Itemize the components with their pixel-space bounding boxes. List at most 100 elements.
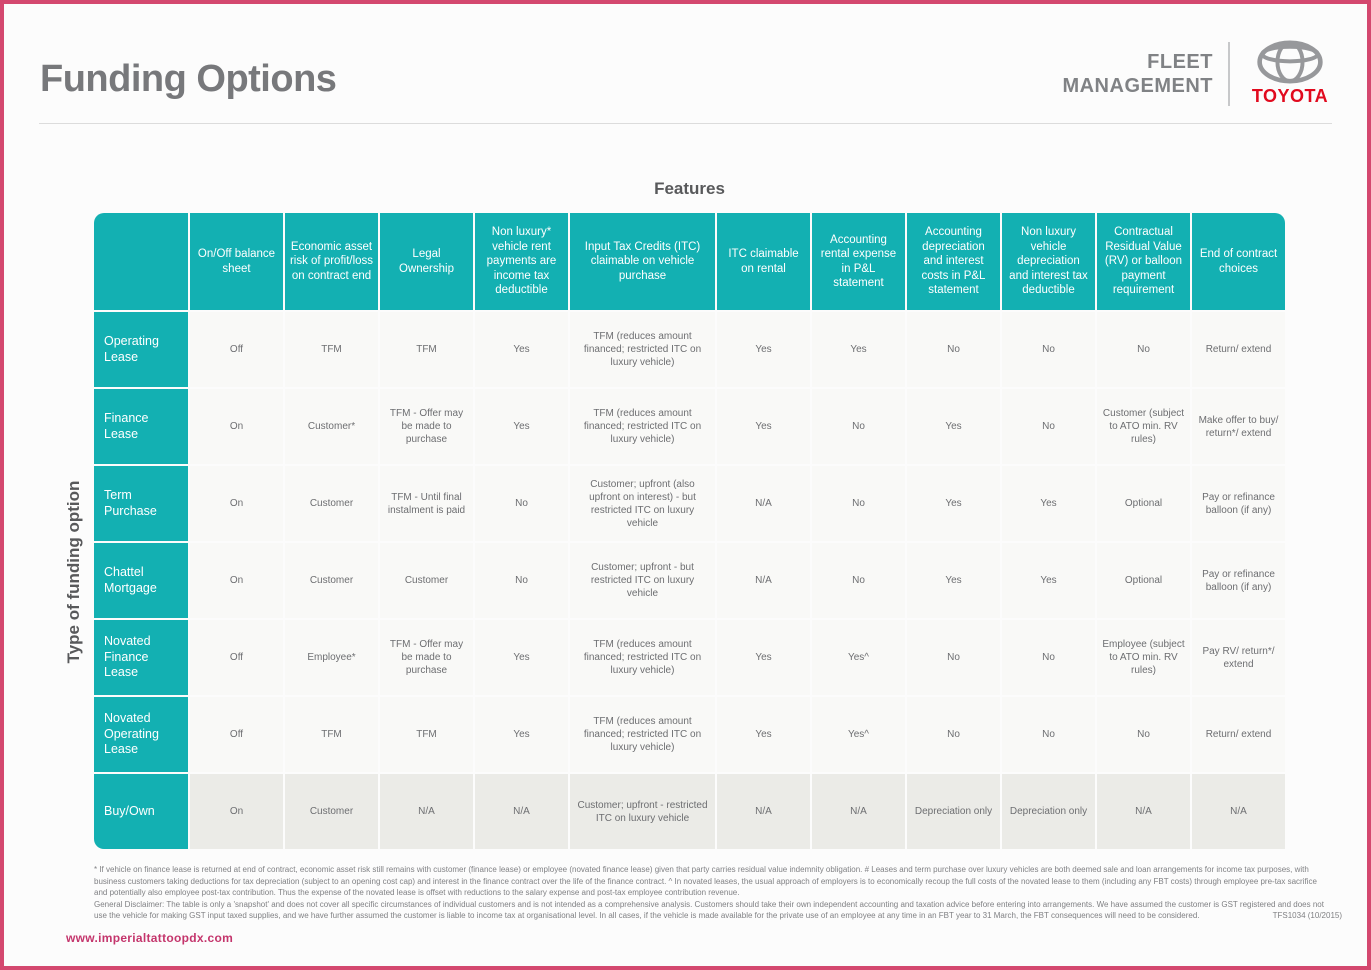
table-cell: No	[812, 389, 905, 464]
page-title: Funding Options	[40, 58, 337, 100]
table-cell: Employee*	[285, 620, 378, 695]
table-cell: On	[190, 466, 283, 541]
table-cell: N/A	[1097, 774, 1190, 849]
table-cell: Optional	[1097, 543, 1190, 618]
fleet-label: FLEET	[1147, 50, 1213, 73]
row-label: Operating Lease	[94, 312, 188, 387]
table-cell: Yes	[907, 389, 1000, 464]
table-cell: No	[812, 466, 905, 541]
table-corner-cell	[94, 213, 188, 310]
table-cell: Yes^	[812, 697, 905, 772]
footer-line: business customers taking deductions for…	[94, 876, 1317, 886]
table-cell: TFM (reduces amount financed; restricted…	[570, 697, 715, 772]
table-cell: TFM (reduces amount financed; restricted…	[570, 620, 715, 695]
footnotes: * If vehicle on finance lease is returne…	[94, 864, 1344, 922]
footer-line: * If vehicle on finance lease is returne…	[94, 865, 1309, 874]
table-cell: Return/ extend	[1192, 697, 1285, 772]
table-cell: N/A	[812, 774, 905, 849]
column-header-0: On/Off balance sheet	[190, 213, 283, 310]
table-cell: No	[1002, 697, 1095, 772]
table-cell: Off	[190, 312, 283, 387]
table-cell: Customer (subject to ATO min. RV rules)	[1097, 389, 1190, 464]
column-header-1: Economic asset risk of profit/loss on co…	[285, 213, 378, 310]
table-cell: Return/ extend	[1192, 312, 1285, 387]
toyota-wordmark: TOYOTA	[1251, 86, 1329, 106]
table-cell: No	[812, 543, 905, 618]
funding-table-body: On/Off balance sheet Economic asset risk …	[94, 213, 1285, 849]
table-cell: N/A	[717, 774, 810, 849]
row-label: Buy/Own	[94, 774, 188, 849]
table-cell: Yes^	[812, 620, 905, 695]
footer-line: use the vehicle for making GST input tax…	[94, 911, 1200, 920]
table-cell: TFM - Until final instalment is paid	[380, 466, 473, 541]
column-header-5: ITC claimable on rental	[717, 213, 810, 310]
header-row: On/Off balance sheet Economic asset risk …	[94, 213, 1285, 310]
table-cell: Customer; upfront - restricted ITC on lu…	[570, 774, 715, 849]
table-cell: N/A	[1192, 774, 1285, 849]
row-label: Term Purchase	[94, 466, 188, 541]
table-cell: Employee (subject to ATO min. RV rules)	[1097, 620, 1190, 695]
toyota-logo: TOYOTA	[1245, 40, 1335, 107]
table-cell: Yes	[475, 389, 568, 464]
footer-line: General Disclaimer: The table is only a …	[94, 899, 1324, 909]
row-label: Chattel Mortgage	[94, 543, 188, 618]
table-cell: Optional	[1097, 466, 1190, 541]
table-cell: TFM (reduces amount financed; restricted…	[570, 389, 715, 464]
table-row: Chattel Mortgage On Customer Customer No Cust…	[94, 543, 1285, 618]
column-header-4: Input Tax Credits (ITC) claimable on veh…	[570, 213, 715, 310]
table-row: Buy/Own On Customer N/A N/A Customer; upfront…	[94, 774, 1285, 849]
table-cell: Customer; upfront (also upfront on inter…	[570, 466, 715, 541]
column-header-2: Legal Ownership	[380, 213, 473, 310]
table-cell: TFM	[285, 312, 378, 387]
table-cell: TFM	[285, 697, 378, 772]
header-divider	[39, 123, 1332, 124]
brand-divider	[1228, 41, 1230, 106]
column-header-7: Accounting depreciation and interest cos…	[907, 213, 1000, 310]
table-cell: Yes	[475, 697, 568, 772]
funding-table: On/Off balance sheet Economic asset risk …	[92, 211, 1287, 851]
column-header-10: End of contract choices	[1192, 213, 1285, 310]
table-cell: Customer	[285, 774, 378, 849]
table-cell: TFM - Offer may be made to purchase	[380, 620, 473, 695]
toyota-emblem-icon	[1257, 40, 1323, 84]
table-row: Term Purchase On Customer TFM - Until final…	[94, 466, 1285, 541]
watermark-url[interactable]: www.imperialtattoopdx.com	[66, 931, 234, 945]
features-heading: Features	[654, 179, 725, 198]
table-cell: No	[1002, 312, 1095, 387]
table-cell: N/A	[380, 774, 473, 849]
table-cell: N/A	[475, 774, 568, 849]
table-cell: Off	[190, 620, 283, 695]
table-cell: Pay or refinance balloon (if any)	[1192, 466, 1285, 541]
table-cell: Customer*	[285, 389, 378, 464]
table-cell: Yes	[717, 389, 810, 464]
table-cell: Yes	[475, 312, 568, 387]
table-cell: Pay or refinance balloon (if any)	[1192, 543, 1285, 618]
table-cell: Yes	[1002, 543, 1095, 618]
table-cell: Yes	[717, 697, 810, 772]
table-cell: No	[475, 543, 568, 618]
footer-line: and potentially also employee post-tax c…	[94, 888, 740, 897]
brand-block: FLEET MANAGEMENT TOYOTA	[1062, 40, 1335, 107]
table-cell: Pay RV/ return*/ extend	[1192, 620, 1285, 695]
table-cell: No	[907, 697, 1000, 772]
row-label: Finance Lease	[94, 389, 188, 464]
footer-lines: * If vehicle on finance lease is returne…	[94, 864, 1344, 922]
table-cell: TFM - Offer may be made to purchase	[380, 389, 473, 464]
document-code: TFS1034 (10/2015)	[1272, 911, 1342, 920]
table-cell: N/A	[717, 466, 810, 541]
management-label: MANAGEMENT	[1062, 74, 1213, 97]
table-cell: Customer	[285, 543, 378, 618]
table-cell: Yes	[717, 620, 810, 695]
table-row: Novated Finance Lease Off Employee* TFM - O…	[94, 620, 1285, 695]
table-row: Novated Operating Lease Off TFM TFM Yes TFM (…	[94, 697, 1285, 772]
table-cell: Make offer to buy/ return*/ extend	[1192, 389, 1285, 464]
table-cell: No	[1097, 312, 1190, 387]
table-cell: Yes	[907, 466, 1000, 541]
table-cell: Depreciation only	[1002, 774, 1095, 849]
table-cell: No	[907, 312, 1000, 387]
column-header-3: Non luxury* vehicle rent payments are in…	[475, 213, 568, 310]
row-label: Novated Finance Lease	[94, 620, 188, 695]
column-header-6: Accounting rental expense in P&L stateme…	[812, 213, 905, 310]
table-cell: No	[1002, 620, 1095, 695]
